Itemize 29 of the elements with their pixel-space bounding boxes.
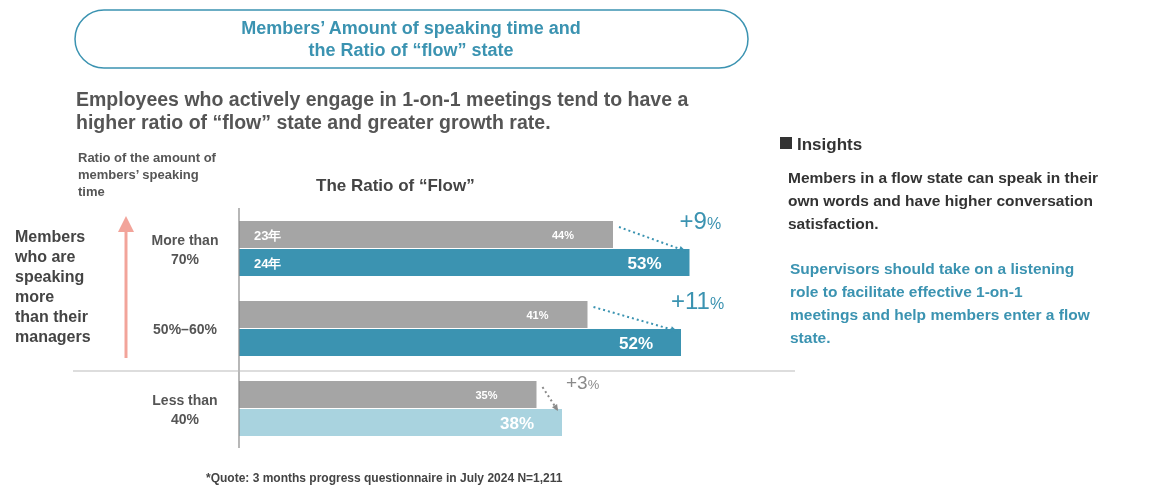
bar: [239, 329, 681, 356]
text: Supervisors should take on a listening role to facilitate effective 1-on-1 meetings and help members enter a flow state.: [790, 260, 1091, 346]
annotation: +9%: [679, 207, 722, 234]
y-tick-label: 50%–60%: [153, 321, 218, 337]
text: *Quote: 3 months progress questionnaire in July 2024 N=1,211: [206, 471, 563, 485]
bar: [239, 301, 588, 328]
y-tick-label: More than 70%: [151, 232, 219, 267]
text: The Ratio of “Flow”: [316, 176, 475, 195]
data-label: 44%: [551, 229, 575, 241]
annotation: +11%: [671, 287, 725, 314]
y-tick-label: Less than 40%: [152, 392, 218, 427]
data-label: 38%: [499, 414, 535, 433]
bar: [239, 249, 690, 276]
data-label: 53%: [627, 254, 662, 273]
annotation: +3%: [566, 372, 600, 393]
chart-title: Members’ Amount of speaking time and the Ratio of “flow” state: [241, 18, 581, 60]
bar: [239, 221, 613, 248]
data-label: 41%: [526, 309, 549, 321]
series-label: 23年: [254, 228, 282, 243]
series-label: 24年: [254, 256, 282, 271]
data-label: 52%: [618, 334, 654, 353]
data-label: 35%: [475, 389, 498, 401]
y-axis-title: Ratio of the amount of members’ speaking time: [78, 150, 217, 199]
text: Members in a flow state can speak in their own words and have higher conversation satisfaction.: [788, 169, 1099, 232]
text: Insights: [797, 135, 863, 154]
bar: [239, 409, 562, 436]
bar: [239, 381, 537, 408]
text: Members who are speaking more than their managers: [14, 228, 91, 345]
chart-subtitle: Employees who actively engage in 1-on-1 meetings tend to have a higher ratio of “flow” state and greater growth rate.: [76, 88, 689, 133]
